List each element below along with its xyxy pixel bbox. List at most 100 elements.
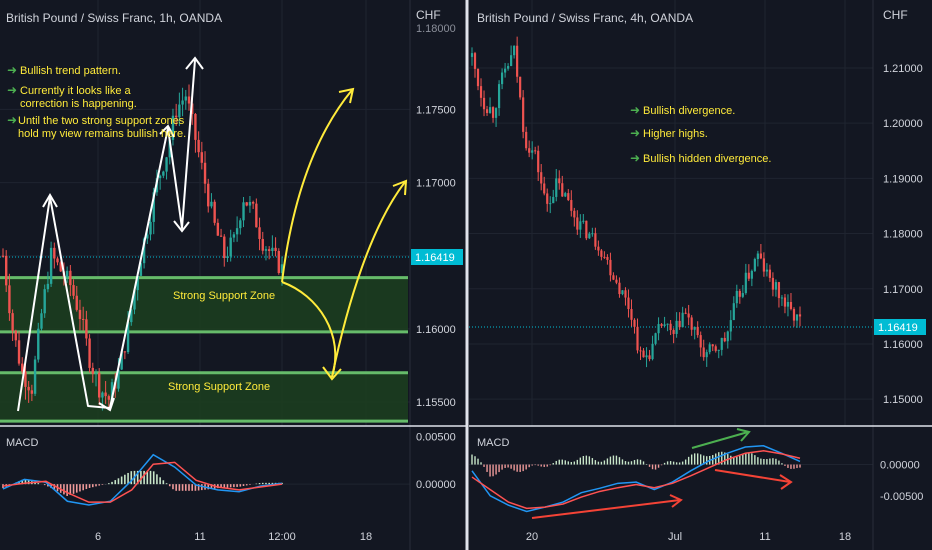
candle-body — [525, 131, 528, 149]
macd-histogram-bar — [181, 484, 184, 491]
right-time-tick-label: 11 — [759, 531, 770, 543]
candle-body — [582, 220, 585, 222]
right-candles — [470, 36, 802, 368]
note-support-hold: Until the two strong support zones hold … — [18, 115, 187, 140]
candle-body — [197, 139, 200, 153]
candle-body — [798, 314, 802, 317]
macd-histogram-bar — [88, 484, 91, 488]
macd-histogram-bar — [510, 464, 512, 469]
left-price-tick-label: 1.16000 — [416, 324, 456, 336]
macd-histogram-bar — [573, 461, 576, 465]
candle-body — [642, 350, 645, 358]
macd-histogram-bar — [660, 464, 663, 466]
candle-body — [101, 392, 104, 398]
left-chart-panel[interactable] — [0, 0, 410, 506]
macd-histogram-bar — [483, 464, 485, 467]
candle-body — [789, 302, 793, 309]
candle-body — [546, 193, 549, 204]
candle-body — [687, 313, 690, 318]
candle-body — [152, 192, 155, 222]
macd-histogram-bar — [223, 484, 226, 488]
candle-body — [226, 256, 229, 259]
left-time-axis[interactable]: 6 11 12:00 18 — [95, 531, 372, 543]
right-last-price-label: 1.16419 — [878, 322, 918, 334]
macd-histogram-bar — [546, 464, 548, 467]
yellow-arrowhead-up-long — [392, 179, 408, 196]
macd-histogram-bar — [627, 461, 630, 465]
candle-body — [606, 256, 609, 260]
right-price-axis[interactable]: 1.15000 1.16000 1.17000 1.18000 1.19000 1.200… — [880, 63, 923, 503]
candle-body — [78, 309, 82, 319]
candle-body — [537, 150, 540, 173]
macd-histogram-bar — [636, 459, 639, 465]
right-price-tick-label: 1.16000 — [883, 339, 923, 351]
candle-body — [783, 297, 787, 307]
candle-body — [717, 349, 720, 351]
left-support-zones — [0, 276, 408, 423]
macd-histogram-bar — [678, 462, 681, 465]
macd-histogram-bar — [21, 479, 24, 485]
candle-body — [693, 326, 696, 330]
candle-body — [786, 302, 790, 307]
right-time-tick-label: Jul — [668, 531, 682, 543]
candle-body — [609, 259, 612, 276]
candle-body — [663, 324, 666, 326]
right-time-tick-label: 18 — [839, 531, 851, 543]
macd-histogram-bar — [265, 482, 267, 485]
macd-histogram-bar — [567, 461, 569, 465]
candle-body — [120, 351, 123, 370]
note-arrow-icon: ➜ — [630, 151, 640, 165]
candle-body — [660, 324, 663, 326]
candle-body — [507, 66, 510, 69]
candle-body — [528, 148, 531, 153]
note-arrow-icon: ➜ — [7, 113, 17, 127]
candle-body — [219, 235, 223, 237]
candle-body — [615, 279, 618, 283]
candle-body — [5, 255, 8, 286]
right-time-axis[interactable]: 20 Jul 11 18 — [526, 531, 851, 543]
candle-body — [476, 68, 480, 87]
macd-histogram-bar — [796, 464, 798, 469]
macd-histogram-bar — [53, 484, 56, 490]
left-price-tick-label: 1.17000 — [416, 178, 456, 190]
candle-body — [136, 275, 139, 291]
macd-histogram-bar — [570, 461, 573, 465]
macd-histogram-bar — [168, 484, 171, 487]
candle-body — [684, 312, 687, 314]
macd-histogram-bar — [561, 459, 563, 465]
candle-body — [702, 347, 705, 358]
macd-histogram-bar — [745, 452, 747, 465]
macd-histogram-bar — [742, 454, 744, 465]
macd-histogram-bar — [2, 484, 4, 489]
macd-histogram-bar — [233, 484, 235, 488]
macd-histogram-bar — [793, 464, 795, 469]
macd-histogram-bar — [790, 464, 792, 469]
candle-body — [570, 200, 573, 211]
candle-body — [669, 323, 672, 331]
macd-histogram-bar — [498, 464, 500, 473]
right-chart-panel[interactable] — [469, 0, 873, 519]
macd-histogram-bar — [136, 470, 139, 485]
macd-histogram-bar — [540, 464, 542, 467]
macd-histogram-bar — [718, 452, 720, 465]
macd-histogram-bar — [615, 455, 618, 465]
candle-body — [165, 157, 168, 172]
candle-body — [245, 202, 248, 206]
macd-histogram-bar — [188, 484, 190, 491]
candle-body — [72, 285, 75, 296]
candle-body — [516, 45, 519, 77]
candle-body — [142, 238, 146, 264]
candle-body — [17, 340, 21, 364]
macd-histogram-bar — [699, 454, 702, 465]
left-price-axis[interactable]: 1.155001.160001.165001.170001.175000.005… — [416, 104, 456, 491]
candle-body — [229, 237, 232, 257]
macd-histogram-bar — [130, 471, 133, 485]
macd-histogram-bar — [242, 484, 245, 486]
macd-histogram-bar — [72, 484, 75, 494]
yellow-projection-up-long — [331, 181, 406, 378]
macd-histogram-bar — [579, 457, 582, 465]
macd-histogram-bar — [681, 461, 684, 465]
left-time-tick-label: 6 — [95, 531, 101, 543]
candle-body — [146, 234, 149, 239]
